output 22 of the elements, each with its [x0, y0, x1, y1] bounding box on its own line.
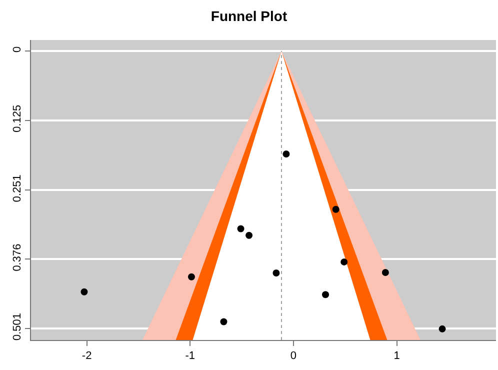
- y-tick-label: 0.125: [12, 104, 24, 132]
- point: [438, 325, 446, 332]
- point: [220, 318, 228, 326]
- y-tick-label: 0.251: [12, 174, 24, 202]
- point: [272, 270, 280, 277]
- y-tick-label: 0.501: [12, 312, 24, 340]
- point: [237, 225, 244, 232]
- point: [246, 232, 253, 239]
- point: [80, 288, 88, 296]
- x-tick-label: -2: [82, 350, 92, 362]
- point: [282, 150, 290, 158]
- x-tick-label: 0: [290, 350, 297, 362]
- x-tick-label: -1: [185, 350, 196, 362]
- y-tick-label: 0: [12, 46, 24, 52]
- point: [382, 268, 389, 276]
- x-tick-label: 1: [394, 350, 400, 362]
- point: [332, 206, 340, 213]
- chart-title: Funnel Plot: [210, 8, 288, 24]
- y-tick-label: 0.376: [12, 244, 24, 272]
- point: [188, 273, 195, 280]
- point: [340, 258, 348, 266]
- point: [322, 291, 329, 298]
